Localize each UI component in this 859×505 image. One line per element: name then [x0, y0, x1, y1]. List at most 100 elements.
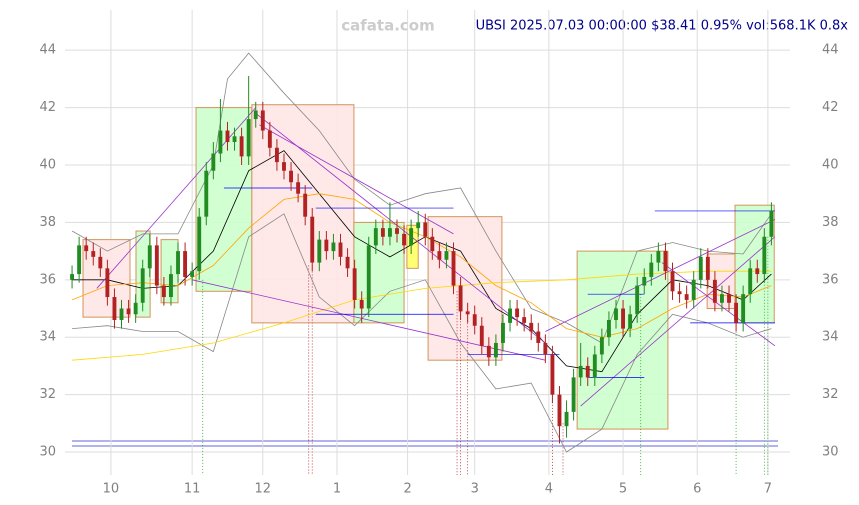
candle-body: [720, 294, 724, 303]
candle-body: [515, 308, 520, 318]
candle-body: [317, 239, 322, 263]
y-tick-label: 32: [39, 387, 56, 402]
candle-body: [592, 354, 597, 378]
candle-body: [282, 162, 286, 171]
candle-body: [331, 242, 336, 252]
candle-body: [409, 228, 414, 246]
candle-body: [204, 170, 209, 217]
candle-body: [183, 251, 188, 277]
candle-body: [578, 365, 583, 378]
candle-body: [529, 322, 534, 332]
y-tick-label: 36: [39, 272, 56, 287]
candle-body: [119, 308, 124, 320]
y-tick-label: 44: [822, 43, 839, 58]
candle-body: [274, 147, 279, 163]
candle-body: [606, 320, 611, 338]
candle-body: [557, 394, 562, 427]
candle-body: [388, 228, 392, 237]
candle-body: [670, 271, 675, 292]
candle-body: [303, 193, 308, 217]
candle-body: [550, 354, 555, 395]
candle-body: [77, 245, 82, 275]
candle-body: [161, 285, 166, 298]
candle-body: [416, 222, 421, 229]
x-tick-label: 5: [619, 482, 627, 497]
candle-body: [472, 314, 477, 326]
candle-body: [444, 251, 449, 260]
y-tick-label: 30: [39, 445, 56, 460]
candle-body: [359, 299, 364, 309]
candle-body: [91, 251, 96, 257]
candle-body: [769, 210, 774, 237]
candle-body: [147, 245, 152, 269]
candle-body: [380, 228, 385, 237]
candle-body: [691, 279, 696, 300]
candle-body: [712, 279, 717, 303]
y-tick-label: 42: [39, 100, 56, 115]
candle-body: [246, 119, 251, 157]
candle-body: [614, 308, 618, 320]
x-tick-label: 7: [764, 482, 772, 497]
candle-body: [734, 302, 739, 323]
candle-body: [211, 153, 216, 171]
candle-body: [508, 308, 512, 323]
y-tick-label: 38: [39, 215, 56, 230]
x-tick-label: 3: [471, 482, 479, 497]
candle-body: [402, 233, 407, 246]
candle-body: [430, 236, 435, 252]
candle-body: [169, 274, 173, 298]
candle-body: [458, 285, 463, 312]
candle-body: [324, 239, 329, 252]
candle-body: [133, 302, 138, 315]
candle-body: [599, 337, 604, 355]
candle-body: [225, 130, 230, 143]
candle-body: [628, 314, 633, 329]
candle-body: [741, 294, 746, 323]
x-tick-label: 12: [255, 482, 272, 497]
trend-line: [192, 279, 546, 361]
y-tick-label: 38: [822, 215, 839, 230]
candle-body: [338, 242, 343, 257]
candle-body: [373, 228, 378, 246]
watermark: cafata.com: [341, 17, 434, 35]
candle-body: [727, 294, 731, 303]
candle-body: [70, 274, 75, 280]
candle-body: [218, 130, 223, 154]
candle-body: [352, 268, 357, 300]
candle-body: [564, 411, 569, 427]
x-tick-label: 11: [184, 482, 201, 497]
candle-body: [585, 365, 590, 378]
y-tick-label: 44: [39, 43, 56, 58]
candle-body: [522, 317, 527, 323]
candle-body: [493, 342, 498, 358]
x-tick-label: 4: [545, 482, 553, 497]
candle-body: [705, 256, 710, 280]
candle-body: [98, 256, 103, 269]
candle-body: [748, 268, 753, 295]
candle-body: [684, 294, 689, 300]
candle-body: [479, 325, 484, 346]
y-tick-label: 36: [822, 272, 839, 287]
candle-body: [423, 222, 428, 237]
candle-body: [260, 110, 265, 131]
candle-body: [698, 256, 703, 280]
candle-body: [536, 331, 541, 343]
chart-title: UBSI 2025.07.03 00:00:00 $38.41 0.95% vo…: [476, 19, 849, 34]
y-tick-label: 40: [39, 158, 56, 173]
candle-body: [190, 271, 195, 277]
candle-body: [571, 377, 576, 412]
x-tick-label: 6: [693, 482, 701, 497]
candle-body: [663, 251, 668, 272]
candle-body: [310, 216, 315, 263]
y-tick-label: 34: [822, 330, 839, 345]
trend-line: [259, 124, 454, 235]
candle-body: [465, 311, 470, 315]
candle-body: [84, 245, 89, 252]
candle-body: [366, 245, 371, 309]
candle-body: [501, 322, 505, 343]
x-tick-label: 10: [103, 482, 120, 497]
candle-body: [755, 268, 760, 275]
candle-body: [543, 342, 548, 355]
candle-body: [437, 251, 442, 260]
